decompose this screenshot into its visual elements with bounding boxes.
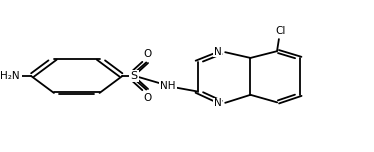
- Text: O: O: [144, 93, 152, 103]
- Text: S: S: [131, 71, 138, 81]
- Text: O: O: [144, 49, 152, 59]
- Text: N: N: [214, 47, 222, 57]
- Text: NH: NH: [160, 81, 176, 91]
- Text: H₂N: H₂N: [0, 71, 20, 81]
- Text: N: N: [214, 98, 222, 108]
- Text: Cl: Cl: [276, 26, 286, 36]
